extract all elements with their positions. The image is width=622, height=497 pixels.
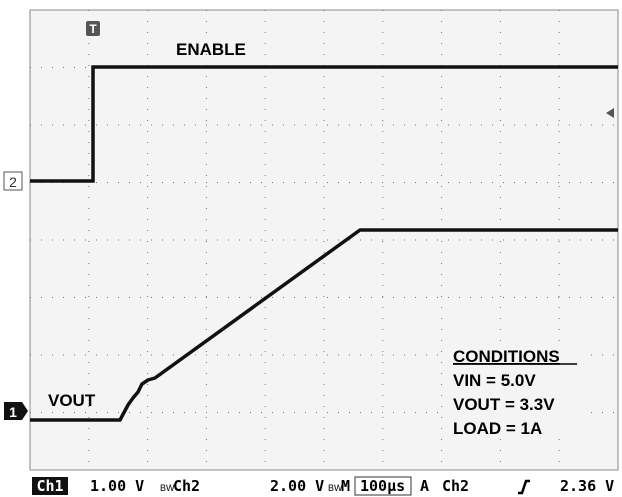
ch2-label: Ch2	[173, 477, 200, 495]
trigger-marker	[86, 21, 100, 36]
trigger-level: 2.36 V	[560, 477, 614, 495]
timebase-box	[354, 476, 412, 496]
trigger-marker-label: T	[89, 22, 97, 36]
conditions-heading: CONDITIONS	[453, 347, 560, 366]
enable-label: ENABLE	[176, 40, 246, 59]
bw-flag: BW	[160, 483, 175, 493]
ch2-scale: 2.00 V	[270, 477, 324, 495]
timebase: 100µs	[360, 477, 405, 495]
ch1-scale: 1.00 V	[90, 477, 144, 495]
bw-flag: BW	[328, 483, 343, 493]
vout-trace	[30, 228, 618, 422]
ch2-marker-label: 2	[9, 174, 17, 190]
level-arrow	[606, 108, 614, 118]
trigger-source: Ch2	[442, 477, 469, 495]
ch1-marker-label: 1	[9, 404, 17, 420]
enable-trace	[30, 65, 618, 183]
ch1-label: Ch1	[36, 477, 63, 495]
timebase-prefix: M	[341, 477, 350, 495]
conditions-box	[448, 344, 584, 438]
vout-label: VOUT	[48, 391, 96, 410]
trigger-edge-icon	[518, 479, 530, 495]
condition-line: VIN = 5.0V	[453, 371, 536, 390]
condition-line: LOAD = 1A	[453, 419, 542, 438]
trigger-mode: A	[420, 477, 429, 495]
ch2-marker	[3, 171, 23, 191]
condition-line: VOUT = 3.3V	[453, 395, 555, 414]
ch1-marker	[4, 402, 28, 420]
ch1-badge	[32, 477, 68, 495]
